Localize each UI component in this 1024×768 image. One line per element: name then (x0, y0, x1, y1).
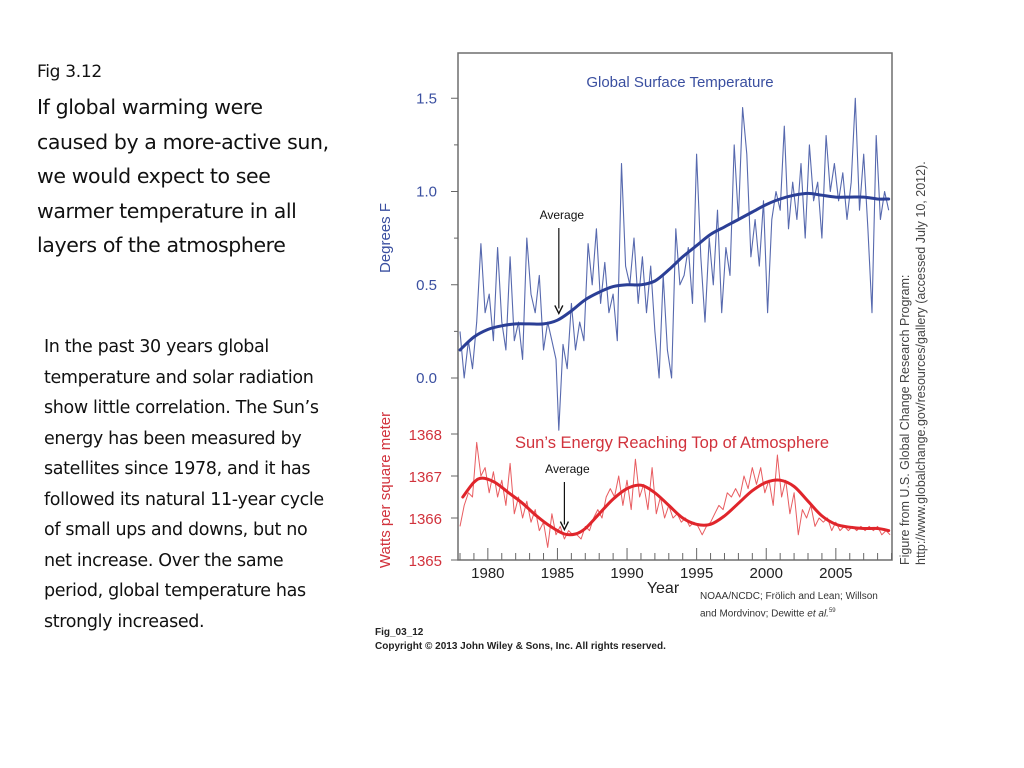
x-tick-label: 2000 (750, 565, 783, 582)
x-tick-label: 2005 (819, 565, 852, 582)
temperature-y-label: Degrees F (377, 203, 394, 273)
temperature-y-tick-label: 0.5 (416, 277, 437, 294)
solar-series (459, 441, 891, 548)
solar-chart-title: Sun’s Energy Reaching Top of Atmosphere (515, 434, 829, 452)
x-tick-label: 1995 (680, 565, 713, 582)
plot-frame (457, 52, 893, 561)
temperature-y-tick-label: 0.0 (416, 370, 437, 387)
temperature-average-annotation-label: Average (540, 208, 585, 222)
figure-label: Fig 3.12 (37, 62, 102, 82)
source-credit-line1: Figure from U.S. Global Change Research … (898, 274, 912, 565)
figure-id: Fig_03_12 (375, 627, 424, 638)
temperature-series (458, 97, 891, 431)
solar-monthly-line (459, 441, 891, 548)
data-credit-italic: et al. (807, 608, 829, 620)
solar-y-tick-label: 1367 (409, 469, 442, 486)
solar-y-label: Watts per square meter (377, 412, 394, 568)
data-credit-line2: and Mordvinov; Dewitte (700, 608, 808, 620)
solar-average-line (461, 476, 891, 537)
data-credit-line1: NOAA/NCDC; Frölich and Lean; Willson (700, 591, 878, 602)
temperature-average-annotation-arrowhead-icon (554, 305, 564, 316)
headline: If global warming were caused by a more-… (37, 95, 329, 257)
x-tick-label: 1990 (610, 565, 643, 582)
data-credit-superscript: 59 (828, 608, 836, 614)
temperature-monthly-line (459, 97, 890, 431)
year-x-axis: 1980 1985 1990 1995 2000 2005 (459, 548, 893, 582)
x-axis-label: Year (647, 580, 680, 597)
x-tick-label: 1980 (471, 565, 504, 582)
source-credit-line2: http://www.globalchange.gov/resources/ga… (914, 161, 928, 565)
solar-y-tick-label: 1365 (409, 553, 442, 570)
solar-y-tick-label: 1368 (409, 427, 442, 444)
solar-average-annotation-label: Average (545, 462, 590, 476)
x-tick-label: 1985 (541, 565, 574, 582)
temperature-average-line (458, 191, 891, 352)
data-credit: NOAA/NCDC; Frölich and Lean; Willson and… (700, 589, 930, 621)
solar-y-tick-label: 1366 (409, 511, 442, 528)
solar-y-axis: 1365 1366 1367 1368 (409, 427, 458, 570)
body-text: In the past 30 years global temperature … (44, 337, 324, 632)
temperature-y-axis: 0.0 0.5 1.0 1.5 (416, 90, 458, 387)
temperature-chart-title: Global Surface Temperature (586, 74, 773, 91)
copyright-notice: Copyright © 2013 John Wiley & Sons, Inc.… (375, 641, 666, 652)
temperature-y-tick-label: 1.5 (416, 90, 437, 107)
temperature-y-tick-label: 1.0 (416, 184, 437, 201)
average-annotations: Average Average (540, 208, 590, 532)
solar-average-annotation-arrowhead-icon (559, 521, 570, 532)
source-credit: Figure from U.S. Global Change Research … (897, 45, 929, 565)
